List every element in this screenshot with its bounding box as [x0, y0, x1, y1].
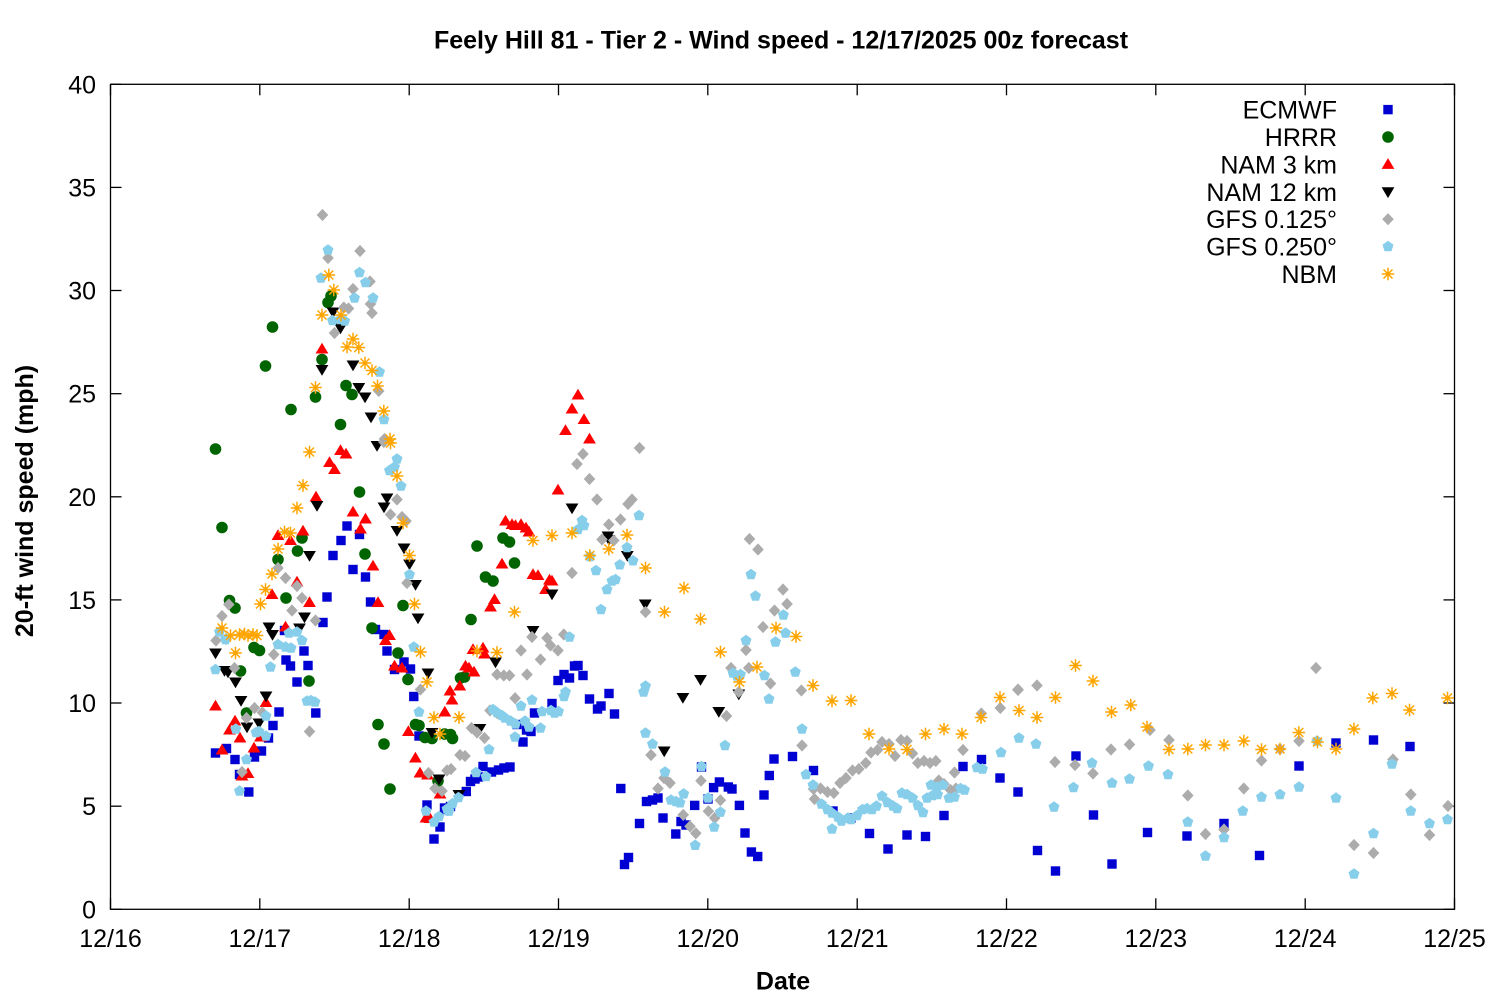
svg-text:20-ft wind speed (mph): 20-ft wind speed (mph): [11, 365, 39, 637]
svg-text:ECMWF: ECMWF: [1243, 97, 1337, 125]
svg-text:HRRR: HRRR: [1265, 124, 1337, 152]
svg-text:5: 5: [82, 793, 96, 821]
svg-text:NAM 12 km: NAM 12 km: [1206, 179, 1337, 207]
svg-text:30: 30: [68, 278, 96, 306]
svg-text:NBM: NBM: [1281, 261, 1337, 289]
svg-text:Feely Hill 81 - Tier 2 - Wind: Feely Hill 81 - Tier 2 - Wind speed - 12…: [434, 27, 1129, 55]
svg-text:12/25: 12/25: [1423, 925, 1486, 953]
svg-text:35: 35: [68, 174, 96, 202]
svg-text:15: 15: [68, 587, 96, 615]
svg-text:12/18: 12/18: [378, 925, 441, 953]
svg-text:Date: Date: [756, 968, 810, 996]
svg-text:12/22: 12/22: [975, 925, 1038, 953]
svg-text:GFS 0.125°: GFS 0.125°: [1206, 206, 1337, 234]
svg-text:25: 25: [68, 381, 96, 409]
svg-text:12/17: 12/17: [229, 925, 292, 953]
svg-text:40: 40: [68, 71, 96, 99]
svg-text:12/23: 12/23: [1125, 925, 1188, 953]
svg-text:NAM 3 km: NAM 3 km: [1220, 151, 1337, 179]
svg-text:20: 20: [68, 484, 96, 512]
svg-text:12/21: 12/21: [826, 925, 889, 953]
svg-text:12/20: 12/20: [677, 925, 740, 953]
svg-text:12/19: 12/19: [527, 925, 590, 953]
svg-text:0: 0: [82, 896, 96, 924]
svg-text:12/16: 12/16: [79, 925, 142, 953]
svg-text:10: 10: [68, 690, 96, 718]
svg-text:GFS 0.250°: GFS 0.250°: [1206, 234, 1337, 262]
svg-text:12/24: 12/24: [1274, 925, 1337, 953]
